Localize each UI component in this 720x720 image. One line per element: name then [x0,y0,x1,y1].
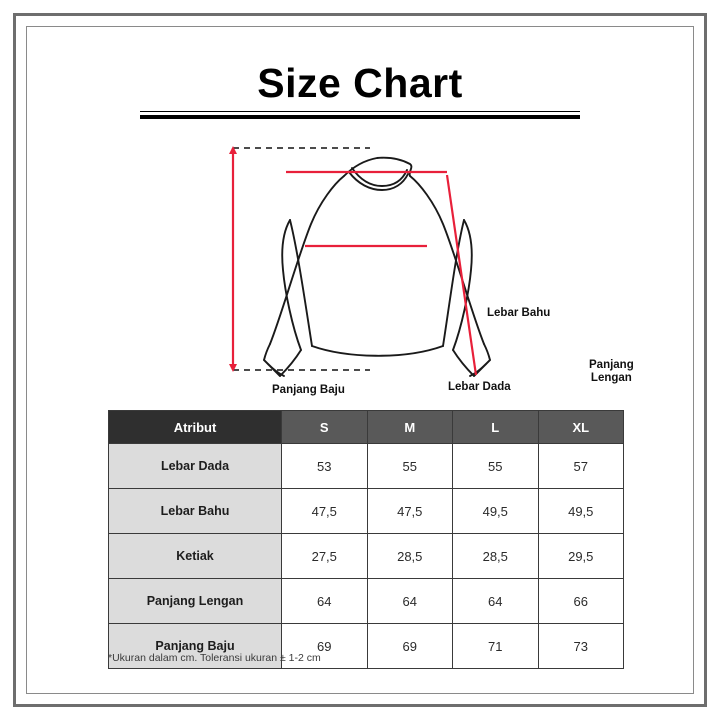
diagram-label-panjang-lengan: Panjang Lengan [589,359,634,385]
table-row: Lebar Bahu 47,5 47,5 49,5 49,5 [108,488,624,534]
value-lebar-bahu-xl: 49,5 [537,488,624,534]
title-rule-thin [140,111,580,112]
row-label-panjang-baju: Panjang Baju [108,623,282,669]
size-table-container: Atribut S M L XL Lebar Dada 53 55 55 57 … [108,410,624,669]
value-panjang-baju-m: 69 [366,623,453,669]
table-row: Lebar Dada 53 55 55 57 [108,443,624,489]
value-panjang-baju-s: 69 [281,623,368,669]
value-panjang-lengan-m: 64 [366,578,453,624]
value-ketiak-xl: 29,5 [537,533,624,579]
size-table-head: Atribut S M L XL [108,410,624,444]
title-rule-thick [140,115,580,119]
diagram-label-panjang-lengan-line1: Panjang [589,359,634,371]
size-table-body: Lebar Dada 53 55 55 57 Lebar Bahu 47,5 4… [108,443,624,669]
table-row: Ketiak 27,5 28,5 28,5 29,5 [108,533,624,579]
value-lebar-bahu-l: 49,5 [452,488,539,534]
diagram-label-lebar-dada: Lebar Dada [448,381,511,393]
value-panjang-lengan-s: 64 [281,578,368,624]
column-header-atribut: Atribut [108,410,282,444]
diagram-label-lebar-bahu: Lebar Bahu [487,307,551,319]
measurement-footnote: *Ukuran dalam cm. Toleransi ukuran ± 1-2… [108,652,321,664]
diagram-label-panjang-lengan-line2: Lengan [590,372,632,384]
value-ketiak-l: 28,5 [452,533,539,579]
value-lebar-dada-l: 55 [452,443,539,489]
row-label-ketiak: Ketiak [108,533,282,579]
column-header-m: M [366,410,453,444]
garment-illustration: Panjang Baju Lebar Bahu Lebar Dada Panja… [120,132,634,404]
value-lebar-dada-m: 55 [366,443,453,489]
column-header-l: L [452,410,539,444]
value-lebar-bahu-m: 47,5 [366,488,453,534]
value-lebar-dada-xl: 57 [537,443,624,489]
row-label-panjang-lengan: Panjang Lengan [108,578,282,624]
row-label-lebar-bahu: Lebar Bahu [108,488,282,534]
value-panjang-baju-xl: 73 [537,623,624,669]
value-panjang-baju-l: 71 [452,623,539,669]
value-ketiak-m: 28,5 [366,533,453,579]
diagram-label-panjang-baju: Panjang Baju [272,384,345,396]
column-header-xl: XL [537,410,624,444]
value-lebar-dada-s: 53 [281,443,368,489]
row-label-lebar-dada: Lebar Dada [108,443,282,489]
column-header-s: S [281,410,368,444]
value-lebar-bahu-s: 47,5 [281,488,368,534]
size-table: Atribut S M L XL Lebar Dada 53 55 55 57 … [108,410,624,669]
table-row: Panjang Lengan 64 64 64 66 [108,578,624,624]
table-row: Panjang Baju 69 69 71 73 [108,623,624,669]
value-panjang-lengan-l: 64 [452,578,539,624]
value-ketiak-s: 27,5 [281,533,368,579]
table-header-row: Atribut S M L XL [108,410,624,444]
value-panjang-lengan-xl: 66 [537,578,624,624]
page-title: Size Chart [257,60,463,106]
